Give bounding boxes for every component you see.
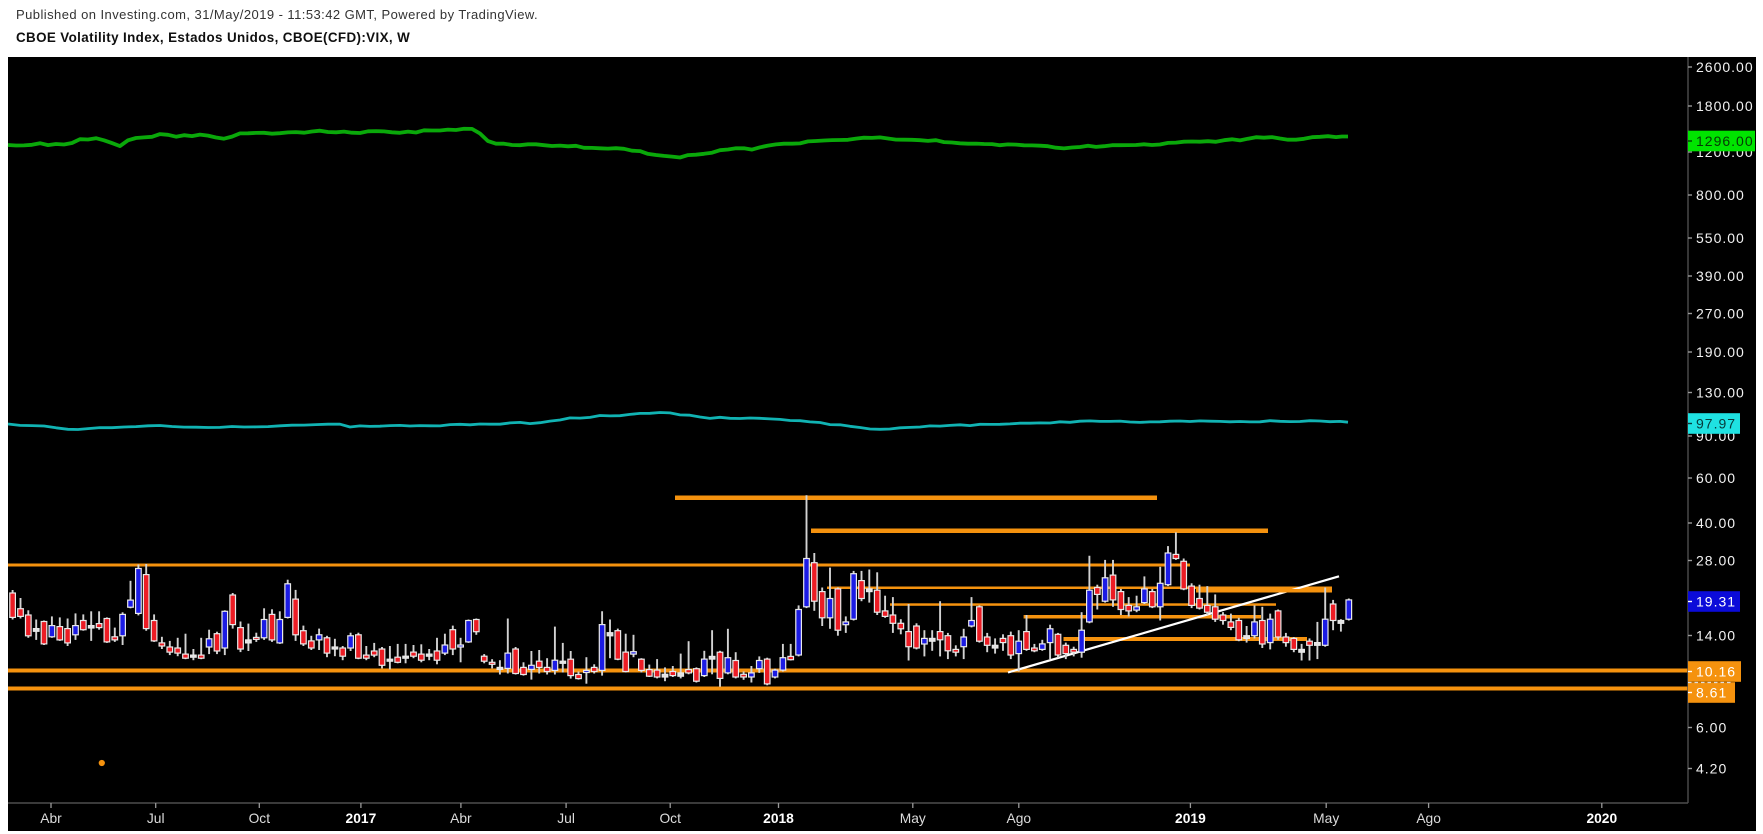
svg-text:6.00: 6.00 bbox=[1696, 719, 1727, 735]
svg-text:8.61: 8.61 bbox=[1696, 684, 1727, 700]
svg-text:28.00: 28.00 bbox=[1696, 552, 1736, 568]
svg-text:Oct: Oct bbox=[249, 811, 271, 826]
svg-text:10.16: 10.16 bbox=[1696, 663, 1736, 679]
svg-text:190.00: 190.00 bbox=[1696, 344, 1745, 360]
svg-text:Abr: Abr bbox=[40, 811, 62, 826]
svg-text:390.00: 390.00 bbox=[1696, 268, 1745, 284]
svg-text:2600.00: 2600.00 bbox=[1696, 59, 1754, 75]
svg-text:40.00: 40.00 bbox=[1696, 515, 1736, 531]
svg-text:270.00: 270.00 bbox=[1696, 305, 1745, 321]
svg-text:97.97: 97.97 bbox=[1696, 415, 1736, 431]
svg-text:Ago: Ago bbox=[1416, 811, 1441, 826]
svg-text:130.00: 130.00 bbox=[1696, 384, 1745, 400]
svg-text:2017: 2017 bbox=[346, 811, 377, 826]
svg-text:1296.00: 1296.00 bbox=[1696, 133, 1754, 149]
svg-text:550.00: 550.00 bbox=[1696, 230, 1745, 246]
svg-text:2018: 2018 bbox=[763, 811, 794, 826]
svg-text:19.31: 19.31 bbox=[1696, 593, 1736, 609]
svg-text:Ago: Ago bbox=[1007, 811, 1032, 826]
svg-text:Jul: Jul bbox=[557, 811, 575, 826]
svg-text:60.00: 60.00 bbox=[1696, 470, 1736, 486]
svg-text:800.00: 800.00 bbox=[1696, 187, 1745, 203]
svg-text:May: May bbox=[1313, 811, 1339, 826]
svg-text:14.00: 14.00 bbox=[1696, 627, 1736, 643]
svg-text:1800.00: 1800.00 bbox=[1696, 98, 1754, 114]
svg-text:2020: 2020 bbox=[1586, 811, 1617, 826]
svg-text:4.20: 4.20 bbox=[1696, 760, 1727, 776]
svg-text:2019: 2019 bbox=[1175, 811, 1206, 826]
svg-text:Abr: Abr bbox=[450, 811, 472, 826]
svg-text:Oct: Oct bbox=[659, 811, 681, 826]
svg-text:May: May bbox=[900, 811, 926, 826]
svg-text:Jul: Jul bbox=[147, 811, 165, 826]
